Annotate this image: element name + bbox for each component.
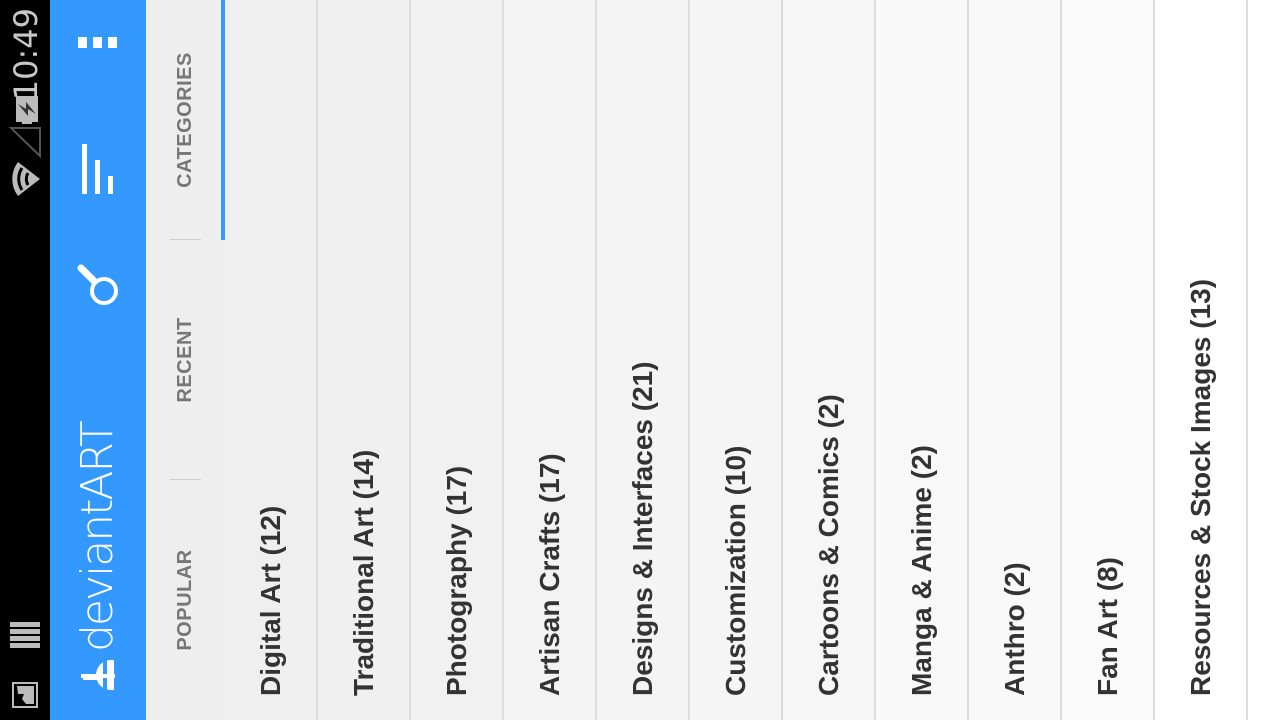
bar-chart-icon[interactable] <box>74 144 124 194</box>
category-list: Digital Art (12) Traditional Art (14) Phot… <box>225 0 1248 720</box>
wifi-icon <box>12 162 40 196</box>
category-item[interactable]: Digital Art (12) <box>225 0 318 720</box>
image-notification-icon <box>12 682 38 708</box>
cell-signal-icon <box>8 127 41 158</box>
category-item[interactable]: Fan Art (8) <box>1062 0 1155 720</box>
overflow-menu-icon[interactable] <box>74 34 122 48</box>
logo-text: deviantART <box>72 422 123 652</box>
storage-notification-icon <box>10 622 40 648</box>
tab-popular[interactable]: POPULAR <box>174 549 196 651</box>
status-bar: 10:49 <box>0 0 50 720</box>
category-item[interactable]: Traditional Art (14) <box>318 0 411 720</box>
category-item[interactable]: Photography (17) <box>411 0 504 720</box>
category-item[interactable]: Customization (10) <box>690 0 783 720</box>
tab-categories[interactable]: CATEGORIES <box>174 52 196 188</box>
clock: 10:49 <box>7 8 45 101</box>
deviantart-logo[interactable]: deviantART <box>72 422 123 692</box>
category-item[interactable]: Artisan Crafts (17) <box>504 0 597 720</box>
battery-charging-icon <box>16 96 38 124</box>
deviantart-logo-icon <box>80 658 115 692</box>
search-icon[interactable] <box>74 258 122 308</box>
tab-recent[interactable]: RECENT <box>174 317 196 403</box>
category-item[interactable]: Designs & Interfaces (21) <box>597 0 690 720</box>
category-item[interactable]: Cartoons & Comics (2) <box>783 0 876 720</box>
tab-bar: POPULAR RECENT CATEGORIES <box>146 0 225 720</box>
category-item[interactable]: Resources & Stock Images (13) <box>1155 0 1248 720</box>
category-item[interactable]: Anthro (2) <box>969 0 1062 720</box>
action-bar: deviantART <box>50 0 146 720</box>
category-item[interactable]: Manga & Anime (2) <box>876 0 969 720</box>
